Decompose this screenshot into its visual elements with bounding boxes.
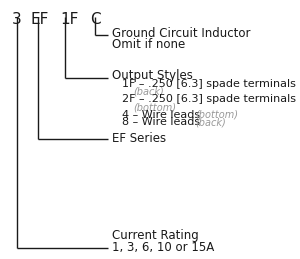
Text: C: C [90, 12, 101, 27]
Text: (back): (back) [134, 87, 164, 97]
Text: 1F: 1F [60, 12, 78, 27]
Text: Output Styles: Output Styles [112, 69, 194, 82]
Text: (back): (back) [195, 117, 226, 127]
Text: 1, 3, 6, 10 or 15A: 1, 3, 6, 10 or 15A [112, 241, 215, 254]
Text: 3: 3 [12, 12, 22, 27]
Text: Omit if none: Omit if none [112, 38, 186, 51]
Text: Current Rating: Current Rating [112, 229, 199, 242]
Text: Ground Circuit Inductor: Ground Circuit Inductor [112, 27, 251, 40]
Text: (bottom): (bottom) [134, 102, 176, 112]
Text: 1F – .250 [6.3] spade terminals: 1F – .250 [6.3] spade terminals [122, 79, 296, 89]
Text: 8 – Wire leads: 8 – Wire leads [122, 117, 200, 127]
Text: 2F – .250 [6.3] spade terminals: 2F – .250 [6.3] spade terminals [122, 94, 296, 104]
Text: EF: EF [30, 12, 48, 27]
Text: (bottom): (bottom) [195, 110, 238, 120]
Text: 4 – Wire leads: 4 – Wire leads [122, 110, 200, 120]
Text: EF Series: EF Series [112, 132, 166, 145]
